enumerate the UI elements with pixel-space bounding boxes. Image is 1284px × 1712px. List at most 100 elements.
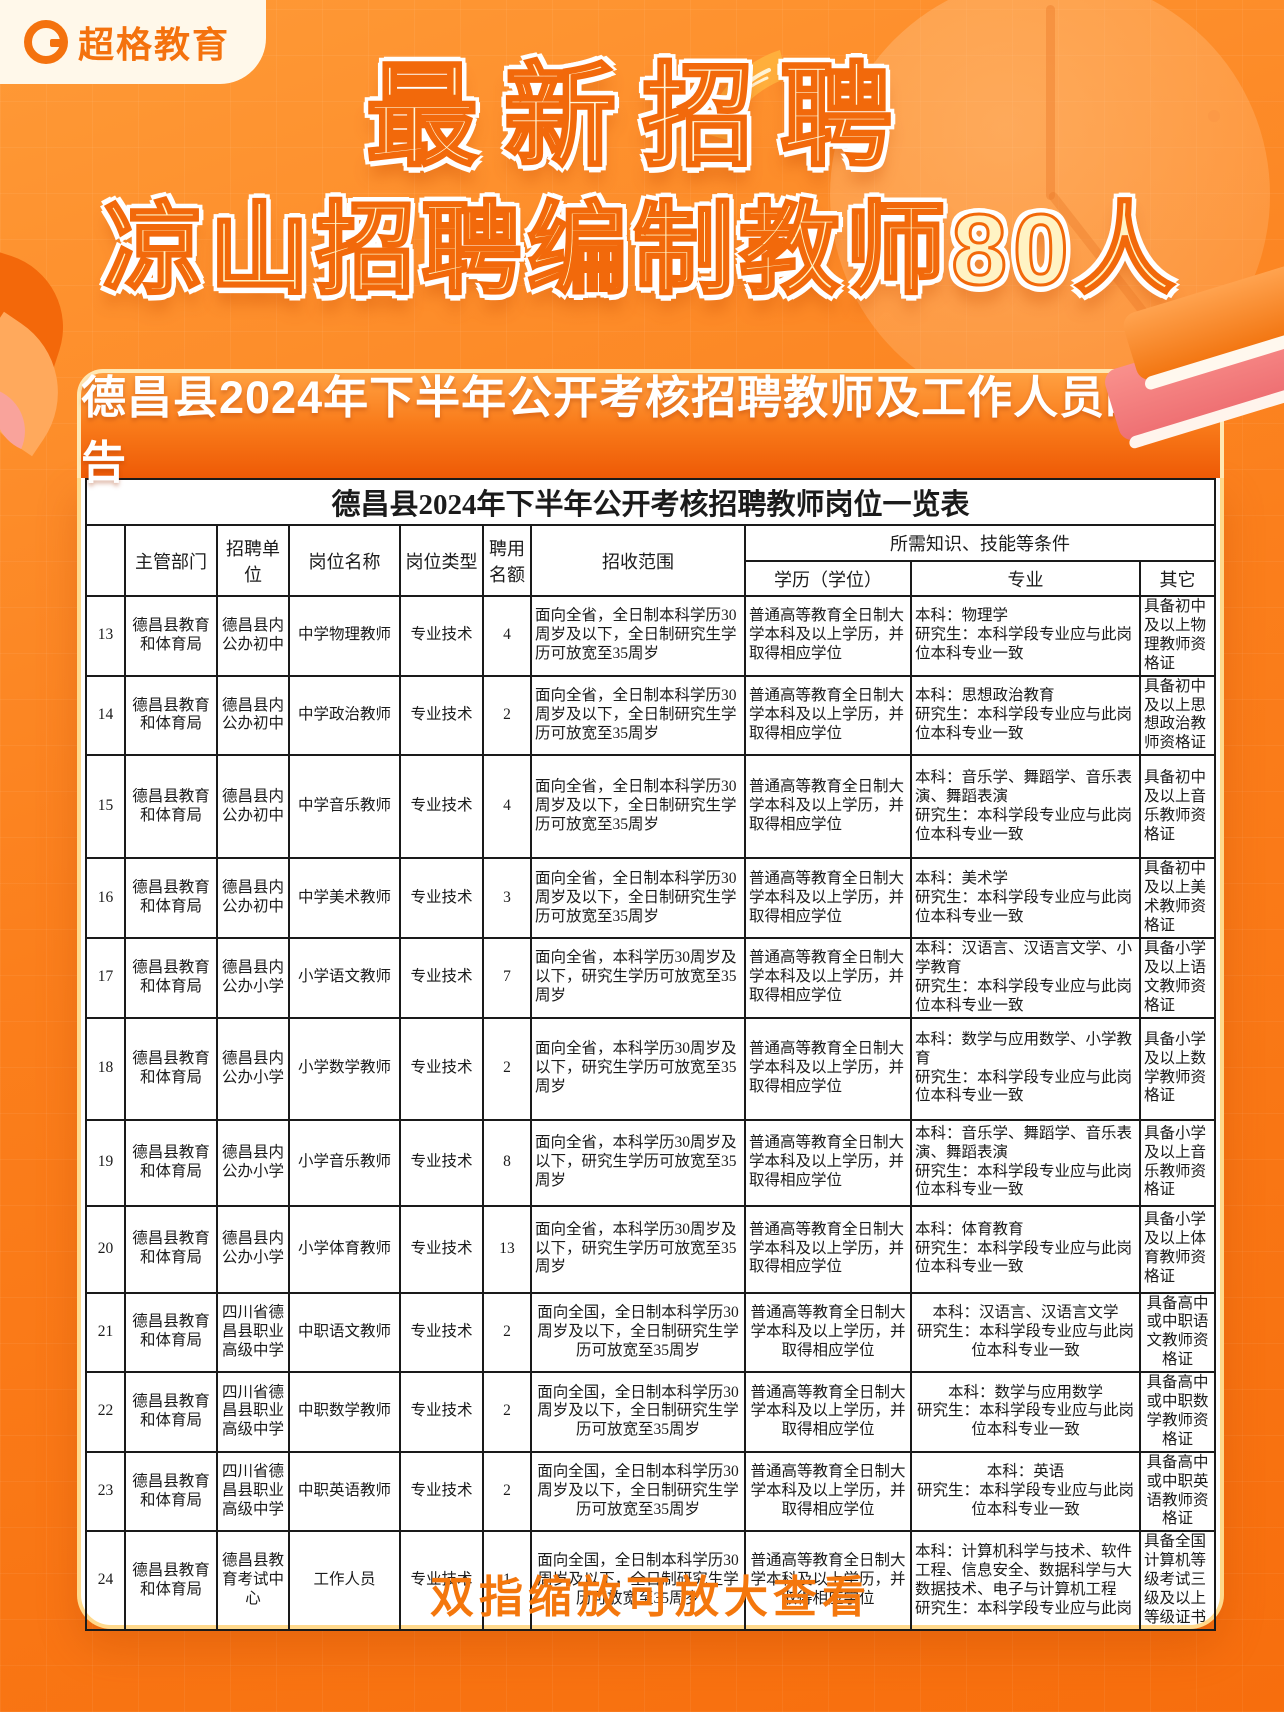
table-row: 17 德昌县教育和体育局 德昌县内公办小学 小学语文教师 专业技术 7 面向全省… [85,936,1217,1019]
cell-index: 17 [85,936,126,1019]
cell-dept: 德昌县教育和体育局 [124,936,218,1019]
cell-post: 中学美术教师 [288,857,401,939]
cell-edu: 普通高等教育全日制大学本科及以上学历，并取得相应学位 [744,857,912,939]
cell-quota: 2 [482,1450,532,1533]
cell-edu: 普通高等教育全日制大学本科及以上学历，并取得相应学位 [744,674,912,757]
cell-index: 14 [85,674,126,757]
header-requirements: 所需知识、技能等条件 [743,524,1217,562]
brand-g-icon [24,20,68,64]
table-row: 13 德昌县教育和体育局 德昌县内公办初中 中学物理教师 专业技术 4 面向全省… [85,595,1217,677]
table-title: 德昌县2024年下半年公开考核招聘教师岗位一览表 [84,478,1217,526]
cell-dept: 德昌县教育和体育局 [124,1291,218,1374]
hero-title: 最新招聘 [365,53,918,181]
cell-edu: 普通高等教育全日制大学本科及以上学历，并取得相应学位 [744,1204,912,1294]
cell-scope: 面向全国，全日制本科学历30周岁及以下，全日制研究生学历可放宽至35周岁 [530,1371,746,1453]
table-row: 23 德昌县教育和体育局 四川省德昌县职业高级中学 中职英语教师 专业技术 2 … [85,1450,1217,1533]
cell-quota: 2 [482,674,532,757]
cell-major: 本科：数学与应用数学、小学教育 研究生：本科学段专业应与此岗位本科专业一致 [910,1016,1141,1121]
books-illustration [1090,258,1284,460]
cell-unit: 德昌县教育考试中心 [216,1530,290,1631]
cell-index: 20 [85,1204,126,1294]
cell-edu: 普通高等教育全日制大学本科及以上学历，并取得相应学位 [744,754,912,860]
header-major: 专业 [910,560,1141,597]
cell-other: 具备初中及以上思想政治教师资格证 [1138,674,1217,757]
cell-type: 专业技术 [399,595,484,677]
cell-post: 中职英语教师 [288,1450,401,1533]
header-quota: 聘用名额 [482,524,532,597]
cell-scope: 面向全省，本科学历30周岁及以下，研究生学历可放宽至35周岁 [530,936,746,1019]
cell-dept: 德昌县教育和体育局 [124,1016,218,1121]
cell-unit: 德昌县内公办初中 [216,857,290,939]
cell-post: 中学物理教师 [288,595,401,677]
cell-post: 工作人员 [288,1530,401,1631]
cell-other: 具备小学及以上语文教师资格证 [1138,936,1217,1019]
cell-type: 专业技术 [399,1371,484,1453]
header-index [85,524,126,597]
cell-other: 具备全国计算机等级考试三级及以上等级证书 [1138,1530,1217,1631]
cell-type: 专业技术 [399,1530,484,1631]
header-post: 岗位名称 [288,524,401,597]
table-row: 19 德昌县教育和体育局 德昌县内公办小学 小学音乐教师 专业技术 8 面向全省… [85,1118,1217,1207]
cell-edu: 普通高等教育全日制大学本科及以上学历，并取得相应学位 [744,595,912,677]
cell-post: 小学音乐教师 [288,1118,401,1207]
cell-quota: 8 [482,1118,532,1207]
cell-quota: 4 [482,754,532,860]
announcement-banner: 德昌县2024年下半年公开考核招聘教师及工作人员的公告 [77,369,1224,488]
cell-index: 15 [85,754,126,860]
cell-type: 专业技术 [399,674,484,757]
brand-name: 超格教育 [78,24,231,65]
sparkle-dot [792,92,806,106]
sparkle-dot [680,252,692,264]
cell-other: 具备小学及以上音乐教师资格证 [1138,1118,1217,1207]
header-other: 其它 [1138,560,1217,597]
cell-other: 具备初中及以上音乐教师资格证 [1138,754,1217,860]
zoom-hint-text: 双指缩放可放大查看 [430,1573,871,1622]
cell-scope: 面向全省，全日制本科学历30周岁及以下，全日制研究生学历可放宽至35周岁 [530,857,746,939]
table-row: 15 德昌县教育和体育局 德昌县内公办初中 中学音乐教师 专业技术 4 面向全省… [85,754,1217,860]
cell-unit: 四川省德昌县职业高级中学 [216,1371,290,1453]
brand-logo-plaque: 超格教育 [0,0,266,84]
cell-dept: 德昌县教育和体育局 [124,1371,218,1453]
cell-scope: 面向全省，全日制本科学历30周岁及以下，全日制研究生学历可放宽至35周岁 [530,595,746,677]
cell-quota: 1 [482,1530,532,1631]
cell-dept: 德昌县教育和体育局 [124,1118,218,1207]
cell-scope: 面向全国，全日制本科学历30周岁及以下，全日制研究生学历可放宽至35周岁 [530,1530,746,1631]
cell-scope: 面向全省，全日制本科学历30周岁及以下，全日制研究生学历可放宽至35周岁 [530,754,746,860]
cell-index: 16 [85,857,126,939]
cell-unit: 德昌县内公办初中 [216,595,290,677]
cell-dept: 德昌县教育和体育局 [124,674,218,757]
cell-post: 小学体育教师 [288,1204,401,1294]
cell-unit: 德昌县内公办小学 [216,1016,290,1121]
cell-unit: 德昌县内公办小学 [216,1204,290,1294]
cell-dept: 德昌县教育和体育局 [124,1450,218,1533]
cell-major: 本科：音乐学、舞蹈学、音乐表演、舞蹈表演 研究生：本科学段专业应与此岗位本科专业… [910,754,1141,860]
cell-unit: 四川省德昌县职业高级中学 [216,1291,290,1374]
cell-dept: 德昌县教育和体育局 [124,595,218,677]
cell-unit: 德昌县内公办初中 [216,754,290,860]
announcement-banner-text: 德昌县2024年下半年公开考核招聘教师及工作人员的公告 [81,371,1198,488]
cell-type: 专业技术 [399,1016,484,1121]
table-row: 18 德昌县教育和体育局 德昌县内公办小学 小学数学教师 专业技术 2 面向全省… [85,1016,1217,1121]
cell-edu: 普通高等教育全日制大学本科及以上学历，并取得相应学位 [744,1118,912,1207]
cell-other: 具备高中或中职数学教师资格证 [1138,1371,1217,1453]
cell-post: 小学数学教师 [288,1016,401,1121]
cell-major: 本科：汉语言、汉语言文学、小学教育 研究生：本科学段专业应与此岗位本科专业一致 [910,936,1141,1019]
cell-index: 19 [85,1118,126,1207]
cell-index: 18 [85,1016,126,1121]
cell-type: 专业技术 [399,754,484,860]
cell-major: 本科：数学与应用数学 研究生：本科学段专业应与此岗位本科专业一致 [910,1371,1141,1453]
cell-post: 小学语文教师 [288,936,401,1019]
cell-post: 中职语文教师 [288,1291,401,1374]
cell-index: 21 [85,1291,126,1374]
cell-other: 具备高中或中职语文教师资格证 [1138,1291,1217,1374]
ribbon-swoosh-icon [685,38,795,148]
cell-other: 具备高中或中职英语教师资格证 [1138,1450,1217,1533]
cell-quota: 3 [482,857,532,939]
cell-index: 13 [85,595,126,677]
cell-major: 本科：音乐学、舞蹈学、音乐表演、舞蹈表演 研究生：本科学段专业应与此岗位本科专业… [910,1118,1141,1207]
clock-minute-hand-icon [1046,5,1055,200]
cell-post: 中学政治教师 [288,674,401,757]
cell-index: 23 [85,1450,126,1533]
header-type: 岗位类型 [399,524,484,597]
